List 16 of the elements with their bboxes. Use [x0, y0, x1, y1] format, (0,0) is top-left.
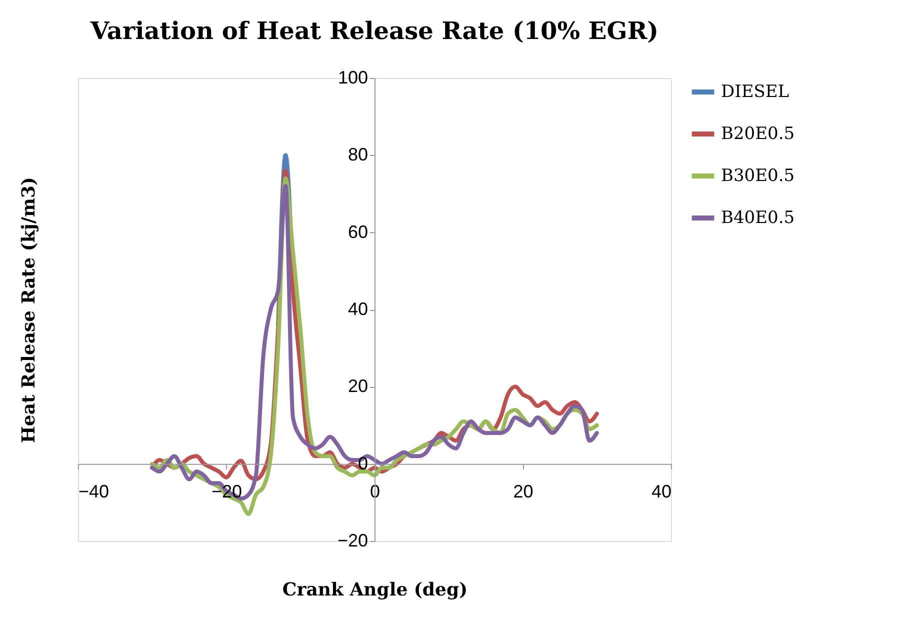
x-tick-label: 20: [513, 481, 534, 502]
chart-title: Variation of Heat Release Rate (10% EGR): [90, 16, 658, 45]
x-axis-title: Crank Angle (deg): [282, 580, 468, 600]
legend-label: B30E0.5: [721, 166, 795, 186]
x-tick-label: 40: [651, 481, 672, 502]
y-tick-label: 80: [348, 144, 368, 165]
y-tick-label: −20: [337, 530, 368, 550]
legend-label: B40E0.5: [721, 208, 795, 228]
y-tick-label: 40: [348, 299, 368, 319]
x-tick-label: −40: [78, 481, 110, 502]
legend-label: B20E0.5: [721, 124, 795, 144]
legend-label: DIESEL: [721, 82, 790, 102]
y-tick-label: 60: [348, 222, 368, 242]
y-tick-label: 20: [348, 376, 368, 396]
y-tick-label: 100: [338, 68, 368, 88]
y-axis-title: Heat Release Rate (kj/m3): [18, 176, 40, 444]
